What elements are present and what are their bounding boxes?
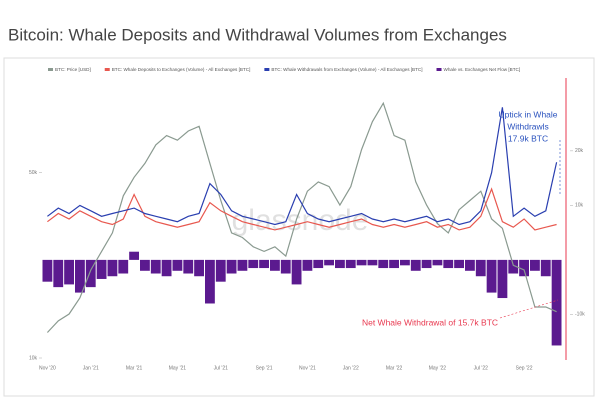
net-flow-bar xyxy=(42,259,53,282)
net-flow-bar xyxy=(345,259,356,269)
net-flow-bar xyxy=(519,259,529,277)
legend-label: BTC: Whale Deposits to Exchanges (Volume… xyxy=(112,67,251,72)
net-flow-bar xyxy=(367,259,378,266)
net-flow-bar xyxy=(530,259,540,271)
net-flow-bar xyxy=(551,259,562,346)
net-flow-bar xyxy=(497,259,508,299)
x-tick-label: Nov '20 xyxy=(39,365,56,371)
chart-title: Bitcoin: Whale Deposits and Withdrawal V… xyxy=(8,25,507,44)
legend-swatch xyxy=(48,68,53,71)
net-flow-bar xyxy=(85,259,96,288)
net-flow-bar xyxy=(540,259,551,277)
net-flow-bar xyxy=(454,259,464,269)
net-flow-bar xyxy=(107,259,118,277)
x-tick-label: Jul '21 xyxy=(214,365,229,371)
x-tick-label: Sep '22 xyxy=(516,365,533,371)
net-flow-bar xyxy=(378,259,389,269)
x-tick-label: Jan '21 xyxy=(83,365,99,371)
x-tick-label: May '21 xyxy=(169,365,187,371)
net-flow-bar xyxy=(291,259,302,285)
net-flow-bar xyxy=(237,259,248,271)
annotation: Withdrawls xyxy=(507,121,549,131)
net-flow-bar xyxy=(140,259,150,271)
net-flow-bar xyxy=(508,259,519,274)
net-flow-bar xyxy=(215,259,226,282)
net-flow-bar xyxy=(96,259,107,279)
net-flow-bar xyxy=(410,259,421,271)
net-flow-bar xyxy=(53,259,64,288)
x-tick-label: Jan '22 xyxy=(343,365,359,371)
x-tick-label: Mar '22 xyxy=(386,365,403,371)
net-flow-bar xyxy=(150,259,161,274)
net-flow-bar xyxy=(248,259,259,269)
y-tick-label: 10k xyxy=(29,355,38,361)
chart-frame xyxy=(3,57,595,397)
net-flow-bar xyxy=(356,259,367,266)
net-flow-bar xyxy=(400,259,410,266)
net-flow-bar xyxy=(302,259,313,271)
y2-tick-label: 20k xyxy=(575,148,584,154)
annotation: Net Whale Withdrawal of 15.7k BTC xyxy=(362,317,498,327)
x-tick-label: Sep '21 xyxy=(256,365,273,371)
x-tick-label: Nov '21 xyxy=(299,365,316,371)
net-flow-bar xyxy=(75,259,85,293)
annotation: Uptick in Whale xyxy=(498,109,557,119)
net-flow-bar xyxy=(259,259,269,269)
net-flow-bar xyxy=(226,259,237,274)
net-flow-bar xyxy=(64,259,74,285)
net-flow-bar xyxy=(118,259,129,274)
annotation: 17.9k BTC xyxy=(508,133,548,143)
net-flow-bar xyxy=(280,259,291,274)
net-flow-bar xyxy=(270,259,280,271)
x-tick-label: Mar '21 xyxy=(126,365,143,371)
net-flow-bar xyxy=(421,259,432,269)
net-flow-bar xyxy=(465,259,475,271)
legend-label: BTC: Whale Withdrawals from Exchanges (V… xyxy=(271,67,422,72)
net-flow-bar xyxy=(313,259,324,269)
legend-swatch xyxy=(264,68,270,71)
net-flow-bar xyxy=(389,259,399,269)
legend-swatch xyxy=(436,68,442,71)
net-flow-bar xyxy=(129,251,139,260)
y2-tick-label: -10k xyxy=(575,312,585,318)
net-flow-bar xyxy=(161,259,172,277)
net-flow-bar xyxy=(335,259,345,269)
x-tick-label: May '22 xyxy=(429,365,447,371)
legend-label: BTC: Price [USD] xyxy=(55,67,91,72)
y-tick-label: 50k xyxy=(29,170,38,176)
net-flow-bar xyxy=(194,259,204,277)
net-flow-bar xyxy=(324,259,334,266)
y2-tick-label: 10k xyxy=(575,203,584,209)
net-flow-bar xyxy=(475,259,486,277)
net-flow-bar xyxy=(172,259,183,271)
net-flow-bar xyxy=(432,259,443,266)
legend-label: Whale vs. Exchanges Net Flow [BTC] xyxy=(444,67,521,72)
legend-swatch xyxy=(104,68,110,71)
series-line xyxy=(47,187,557,231)
series-line xyxy=(47,107,558,226)
net-flow-bar xyxy=(205,259,215,304)
x-tick-label: Jul '22 xyxy=(474,365,489,371)
net-flow-bar xyxy=(183,259,194,274)
net-flow-bar xyxy=(486,259,497,293)
net-flow-bar xyxy=(443,259,454,269)
